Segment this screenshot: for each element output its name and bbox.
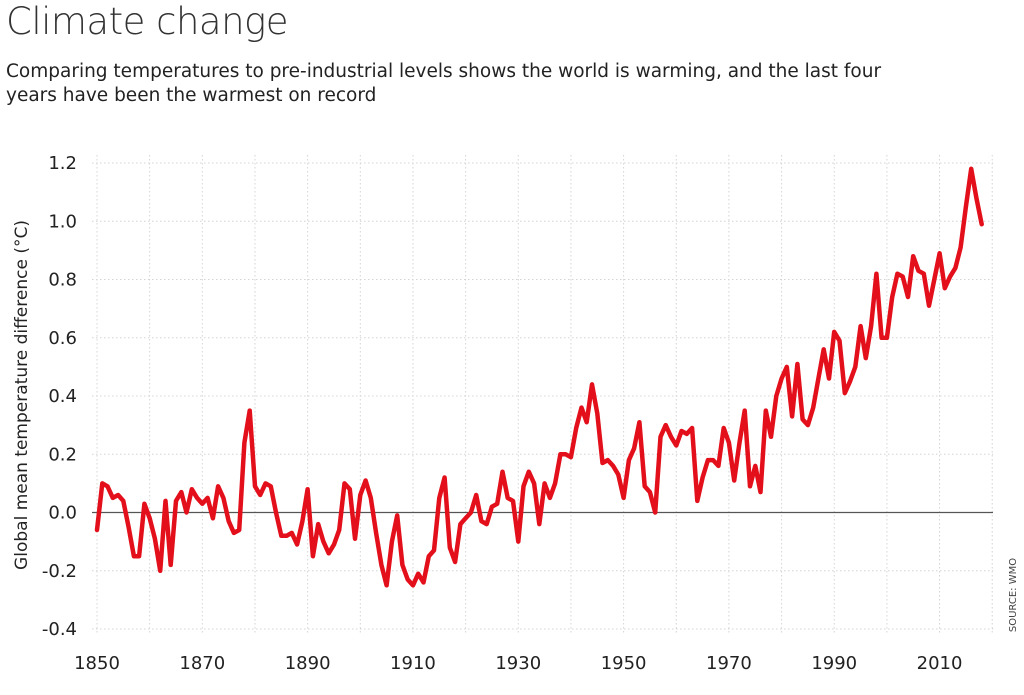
x-tick-label: 1930 [495, 653, 541, 674]
chart-title: Climate change [6, 0, 289, 43]
y-tick-label: 0.4 [48, 386, 77, 407]
y-tick-label: 0.8 [48, 270, 77, 291]
y-tick-label: -0.2 [42, 561, 77, 582]
x-tick-label: 1990 [811, 653, 857, 674]
x-tick-label: 1950 [601, 653, 647, 674]
x-tick-label: 1970 [706, 653, 752, 674]
source-note: SOURCE: WMO [1008, 558, 1019, 632]
x-tick-label: 1890 [285, 653, 331, 674]
y-tick-label: 1.2 [48, 153, 77, 174]
chart-subtitle: Comparing temperatures to pre-industrial… [6, 61, 882, 106]
y-tick-label: 0.6 [48, 328, 77, 349]
x-tick-label: 1870 [179, 653, 225, 674]
y-tick-label: -0.4 [42, 619, 77, 640]
y-tick-label: 0.2 [48, 444, 77, 465]
x-tick-label: 1910 [390, 653, 436, 674]
x-axis-ticks: 1850 1870 1890 1910 1930 1950 1970 1990 2010 [74, 653, 962, 674]
series-line [94, 166, 984, 588]
x-tick-label: 1850 [74, 653, 120, 674]
grid-lines [92, 155, 993, 633]
x-tick-label: 2010 [917, 653, 963, 674]
y-axis-title: Global mean temperature difference (°C) [12, 220, 32, 570]
y-tick-label: 1.0 [48, 211, 77, 232]
y-tick-label: 0.0 [48, 503, 77, 524]
y-axis-ticks: -0.4 -0.2 0.0 0.2 0.4 0.6 0.8 1.0 1.2 [42, 153, 77, 640]
